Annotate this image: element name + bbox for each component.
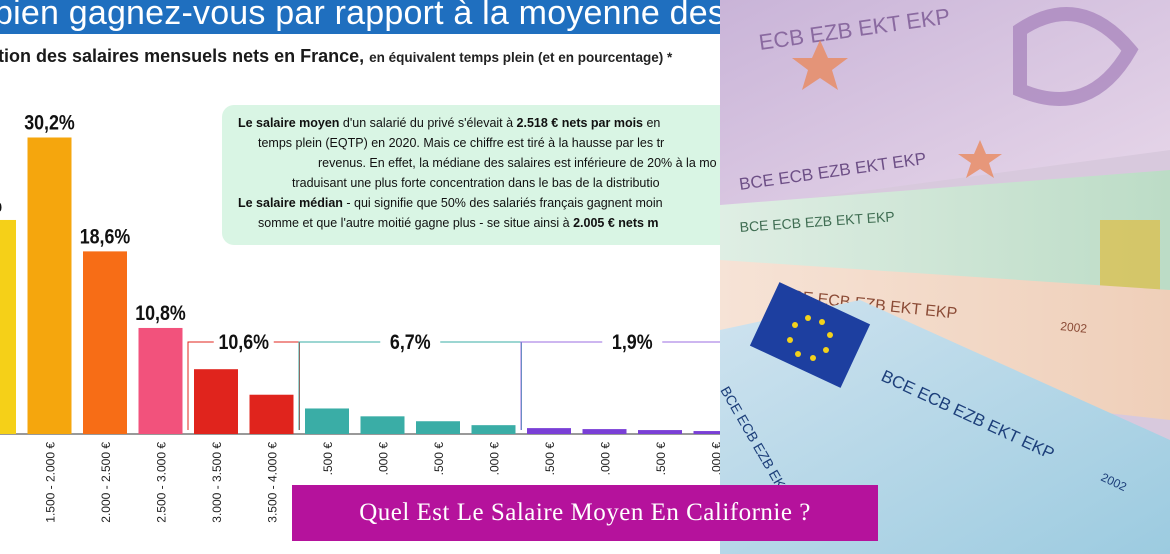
bar-1 — [27, 137, 72, 434]
group-label-bg-0 — [213, 328, 274, 354]
group-bracket-2 — [520, 341, 720, 430]
bar-value-label-0: % — [0, 194, 2, 218]
bar-value-label-1: 30,2% — [24, 111, 75, 135]
title-bar: bien gagnez-vous par rapport à la moyenn… — [0, 0, 720, 34]
bar-value-label-3: 10,8% — [135, 302, 186, 326]
group-label-bg-1 — [380, 328, 441, 354]
svg-text:2002: 2002 — [1060, 319, 1088, 336]
x-tick-label-13: .000 € — [710, 442, 721, 476]
group-label-bg-2 — [602, 328, 663, 354]
bar-4 — [194, 369, 238, 434]
info-line-2: temps plein (EQTP) en 2020. Mais ce chif… — [258, 136, 665, 150]
bar-2 — [83, 251, 127, 434]
purple-500-note: ECB EZB EKT EKP BCE ECB EZB EKT EKP — [720, 0, 1170, 210]
info-line-1: Le salaire moyen d'un salarié du privé s… — [238, 116, 661, 130]
bar-11 — [582, 429, 627, 434]
bar-12 — [638, 430, 682, 434]
bar-3 — [138, 327, 183, 434]
x-tick-label-2: 2.000 - 2.500 € — [99, 442, 113, 523]
group-label-0: 10,6% — [218, 331, 269, 355]
x-tick-label-5: 3.500 - 4.000 € — [266, 442, 280, 523]
banknotes-illustration: ECB EZB EKT EKP BCE ECB EZB EKT EKP BCE … — [720, 0, 1170, 554]
bar-13 — [693, 431, 720, 434]
bar-value-label-2: 18,6% — [80, 225, 131, 249]
info-line-3: revenus. En effet, la médiane des salair… — [318, 156, 717, 170]
bar-5 — [249, 394, 294, 434]
bar-9 — [471, 425, 516, 434]
subtitle-main: tion des salaires mensuels nets en Franc… — [0, 46, 365, 66]
x-tick-label-3: 2.500 - 3.000 € — [155, 442, 169, 523]
salary-bar-chart: 10,6% 6,7% 1,9%% 30,2% 1.500 - 2.000 € 18,6% 2… — [0, 111, 721, 523]
info-line-5: Le salaire médian - qui signifie que 50%… — [238, 196, 663, 210]
bar-6 — [305, 408, 349, 434]
info-line-6: somme et que l'autre moitié gagne plus -… — [258, 216, 659, 230]
group-label-1: 6,7% — [390, 331, 431, 355]
x-tick-label-8: .500 € — [432, 442, 446, 476]
x-tick-label-7: .000 € — [377, 442, 391, 476]
x-tick-label-4: 3.000 - 3.500 € — [210, 442, 224, 523]
bar-7 — [360, 416, 405, 434]
bar-8 — [416, 421, 460, 434]
article-caption: Quel Est Le Salaire Moyen En Californie … — [292, 485, 878, 541]
infographic-panel: bien gagnez-vous par rapport à la moyenn… — [0, 0, 721, 523]
x-tick-label-9: .000 € — [488, 442, 502, 476]
euro-banknotes-photo: ECB EZB EKT EKP BCE ECB EZB EKT EKP BCE … — [720, 0, 1170, 554]
x-tick-label-11: .000 € — [599, 442, 613, 476]
subtitle-note: en équivalent temps plein (et en pourcen… — [369, 50, 673, 65]
chart-subtitle: tion des salaires mensuels nets en Franc… — [0, 46, 672, 67]
bar-10 — [527, 428, 571, 434]
group-label-2: 1,9% — [612, 331, 653, 355]
info-box: Le salaire moyen d'un salarié du privé s… — [222, 105, 720, 245]
x-tick-label-6: .500 € — [321, 442, 335, 476]
x-tick-label-12: .500 € — [654, 442, 668, 476]
x-tick-label-10: .500 € — [543, 442, 557, 476]
bar-0 — [0, 219, 16, 434]
x-tick-label-1: 1.500 - 2.000 € — [44, 442, 58, 523]
infographic-title: bien gagnez-vous par rapport à la moyenn… — [0, 0, 720, 32]
info-line-4: traduisant une plus forte concentration … — [292, 176, 660, 190]
